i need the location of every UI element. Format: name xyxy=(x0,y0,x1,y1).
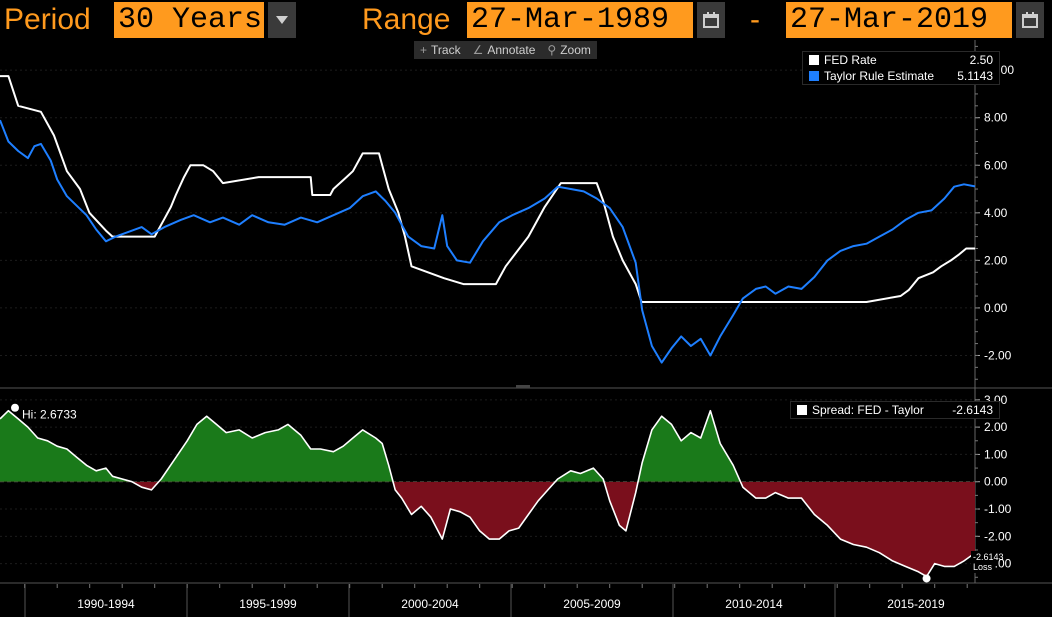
last-value-box xyxy=(971,550,995,573)
x-tick-label: 1995-1999 xyxy=(239,597,297,611)
x-tick-label: 2000-2004 xyxy=(401,597,459,611)
legend-item-spread: Spread: FED - Taylor -2.6143 xyxy=(791,402,999,418)
pencil-icon: ∠ xyxy=(472,43,484,57)
x-tick-label: 2005-2009 xyxy=(563,597,621,611)
y-tick-label: 4.00 xyxy=(984,206,1008,220)
calendar-icon[interactable] xyxy=(697,2,725,38)
rate-legend: FED Rate 2.50 Taylor Rule Estimate 5.114… xyxy=(802,51,1000,85)
legend-swatch xyxy=(809,71,819,81)
y-tick-label: 6.00 xyxy=(984,158,1008,172)
legend-swatch xyxy=(809,55,819,65)
legend-value: 2.50 xyxy=(969,53,993,67)
y-tick-label: 0.00 xyxy=(984,301,1008,315)
last-value-sub: Loss xyxy=(973,562,993,572)
legend-item-taylor: Taylor Rule Estimate 5.1143 xyxy=(803,68,999,84)
crosshair-icon: + xyxy=(420,43,428,57)
annotate-label: Annotate xyxy=(487,43,536,57)
spread-line xyxy=(0,409,976,578)
zoom-label: Zoom xyxy=(560,43,591,57)
legend-value: 5.1143 xyxy=(957,69,993,83)
legend-label: Taylor Rule Estimate xyxy=(824,69,935,83)
panel-splitter-handle[interactable] xyxy=(516,385,530,388)
spread-positive-area xyxy=(0,410,975,482)
annotate-button[interactable]: ∠ Annotate xyxy=(467,43,542,57)
legend-swatch xyxy=(797,405,807,415)
period-label: Period xyxy=(4,3,91,36)
high-annotation: Hi: 2.6733 xyxy=(22,408,77,422)
header-bar: Period 30 Years Range 27-Mar-1989 - 27-M… xyxy=(0,0,1052,40)
track-button[interactable]: + Track xyxy=(414,43,467,57)
legend-item-fed: FED Rate 2.50 xyxy=(803,52,999,68)
x-axis-band xyxy=(0,584,1052,617)
y-tick-label: 0.00 xyxy=(984,475,1008,489)
y-tick-label: -2.00 xyxy=(984,529,1012,543)
taylor-rule-line xyxy=(0,119,976,364)
y-tick-label: 2.00 xyxy=(984,253,1008,267)
low-marker xyxy=(922,574,931,583)
chart-toolbar: + Track ∠ Annotate ⚲ Zoom xyxy=(414,41,597,59)
x-tick-label: 1990-1994 xyxy=(77,597,135,611)
x-tick-label: 2010-2014 xyxy=(725,597,783,611)
fed-rate-line xyxy=(0,75,975,303)
legend-value: -2.6143 xyxy=(952,403,993,417)
y-tick-label: 2.00 xyxy=(984,420,1008,434)
period-select[interactable]: 30 Years xyxy=(114,2,264,38)
legend-label: FED Rate xyxy=(824,53,877,67)
end-date-input[interactable]: 27-Mar-2019 xyxy=(786,2,1012,38)
range-separator: - xyxy=(750,3,760,36)
legend-label: Spread: FED - Taylor xyxy=(812,403,924,417)
calendar-icon[interactable] xyxy=(1016,2,1044,38)
magnifier-icon: ⚲ xyxy=(547,43,557,57)
y-tick-label: -2.00 xyxy=(984,348,1012,362)
spread-negative-area xyxy=(131,481,975,577)
zoom-button[interactable]: ⚲ Zoom xyxy=(541,43,596,57)
y-tick-label: 8.00 xyxy=(984,111,1008,125)
high-marker xyxy=(11,403,19,412)
track-label: Track xyxy=(431,43,461,57)
last-value-annotation: -2.6143 xyxy=(973,552,1004,562)
chevron-down-icon[interactable] xyxy=(268,2,296,38)
y-tick-label: -1.00 xyxy=(984,502,1012,516)
range-label: Range xyxy=(362,3,451,36)
start-date-input[interactable]: 27-Mar-1989 xyxy=(467,2,693,38)
x-tick-label: 2015-2019 xyxy=(887,597,945,611)
spread-legend: Spread: FED - Taylor -2.6143 xyxy=(790,401,1000,419)
y-tick-label: 1.00 xyxy=(984,447,1008,461)
